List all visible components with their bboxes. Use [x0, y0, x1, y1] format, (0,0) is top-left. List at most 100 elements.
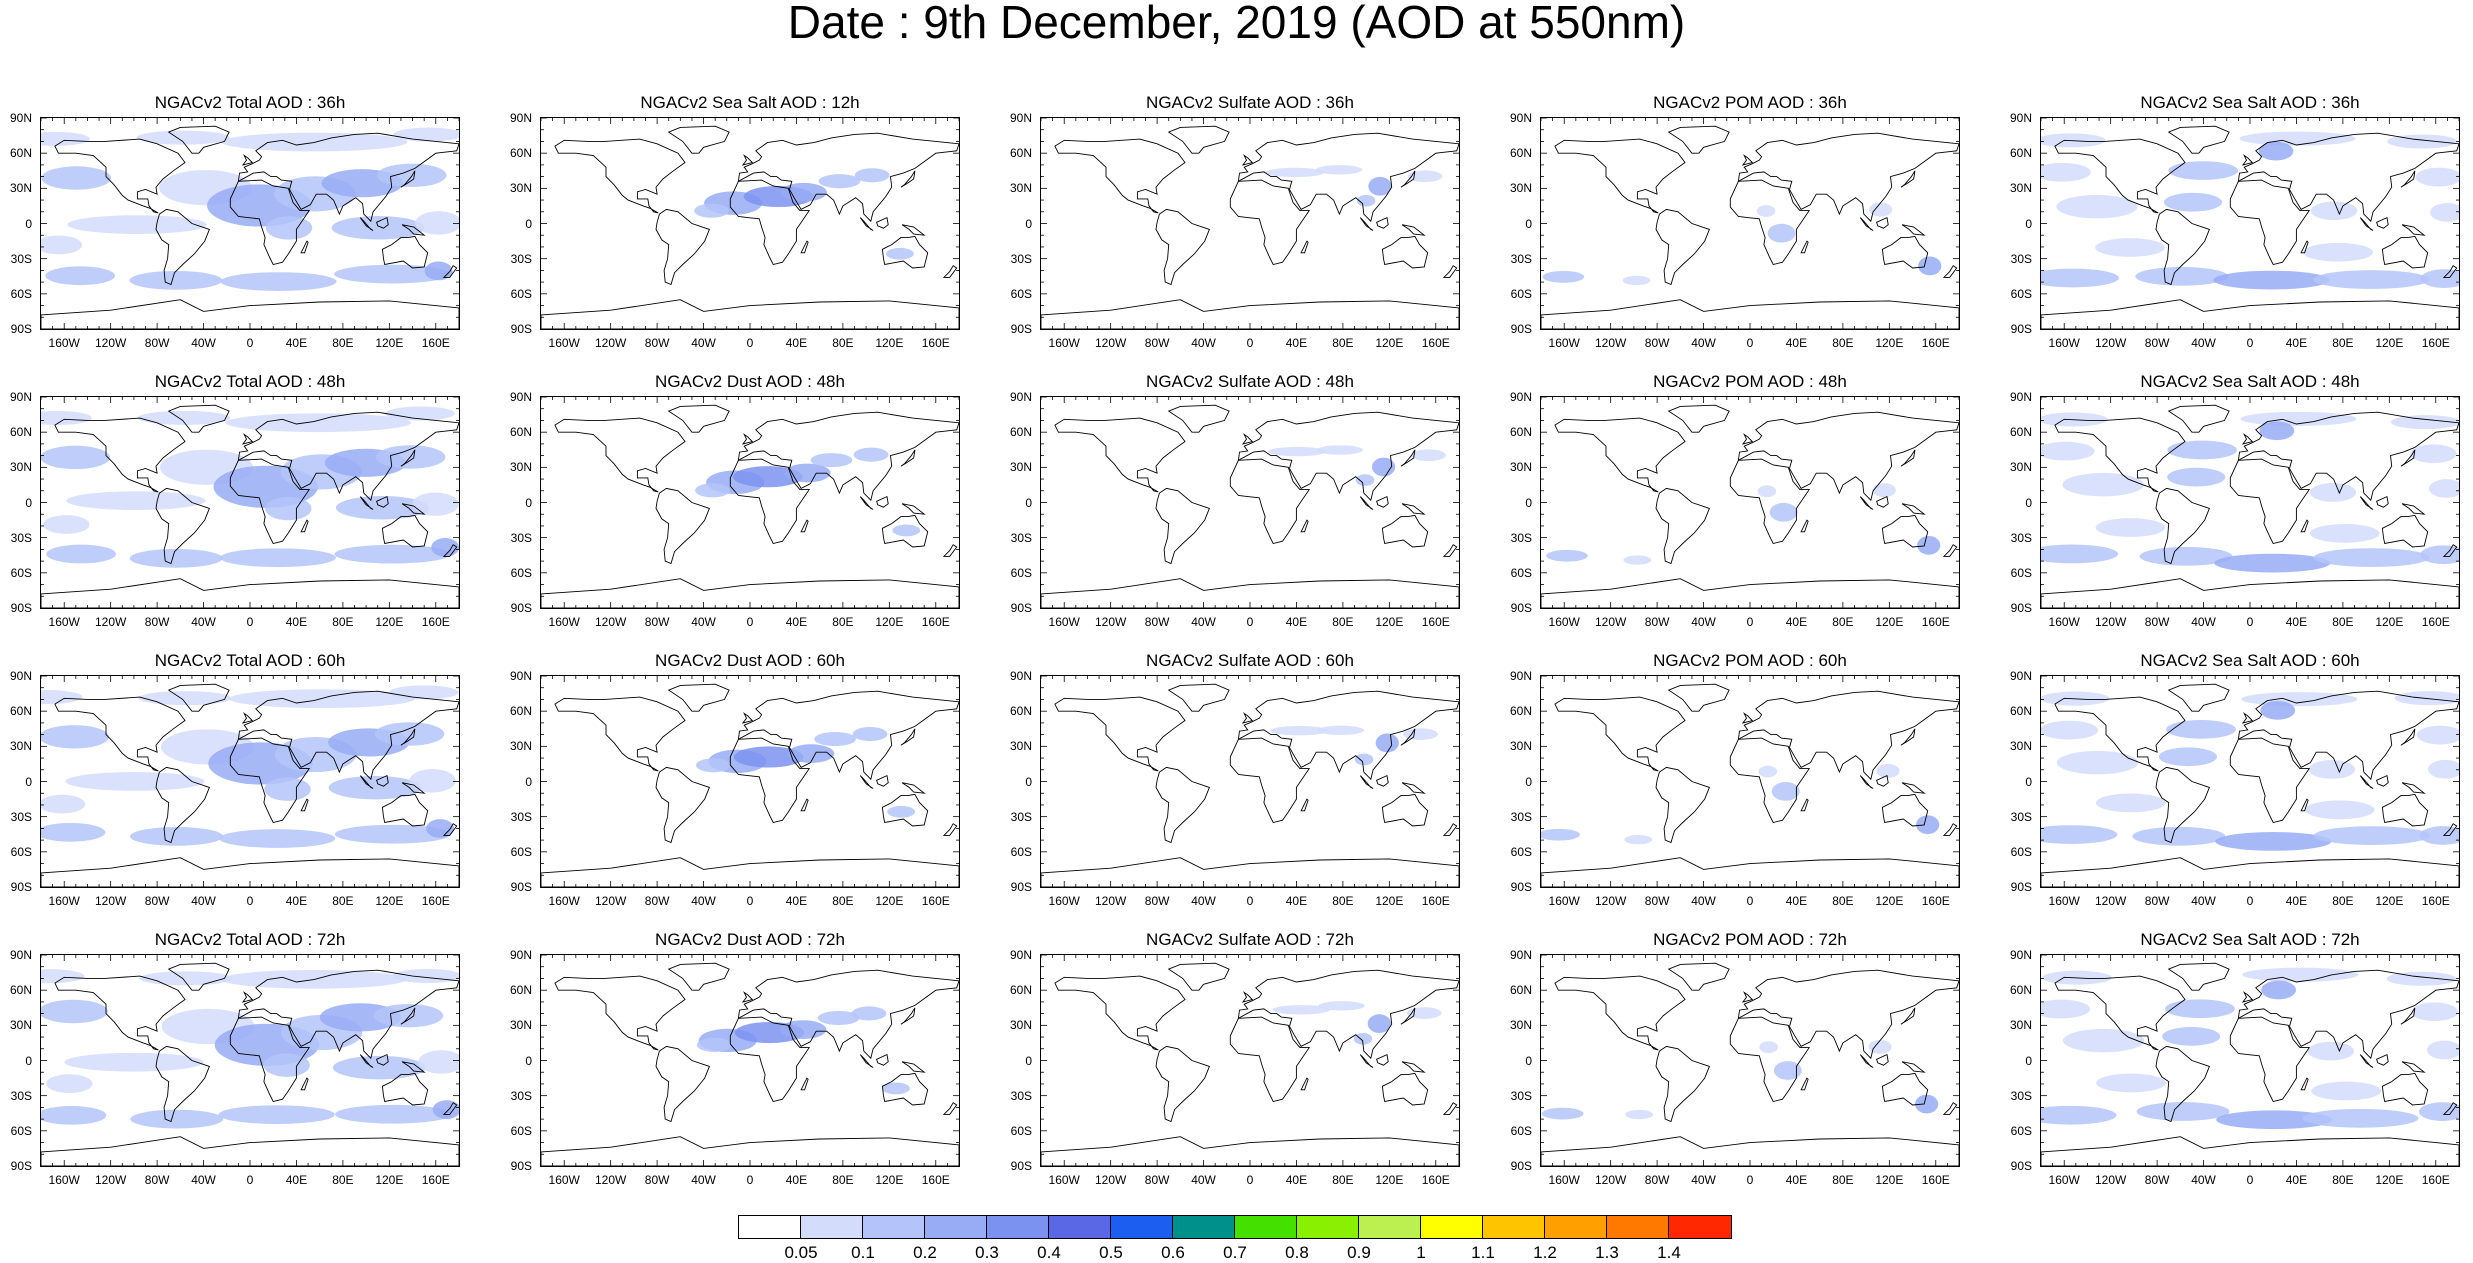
coastline [155, 1045, 210, 1123]
lat-label: 90N [9, 111, 32, 125]
aod-patch [2214, 553, 2331, 573]
lon-label: 0 [246, 1173, 254, 1187]
aod-patch [1917, 535, 1941, 555]
lat-label: 60S [1010, 844, 1032, 859]
lat-label: 90N [1509, 390, 1532, 404]
lon-label: 80E [2332, 1173, 2354, 1187]
lat-label: 90N [509, 669, 532, 683]
coastline [1901, 224, 1926, 236]
colorbar-swatch [1173, 1216, 1235, 1238]
coastline [2381, 793, 2429, 827]
lon-label: 80W [1144, 615, 1170, 629]
aod-patch [1541, 1107, 1584, 1120]
lat-label: 90N [1509, 948, 1532, 962]
aod-field [2041, 676, 2459, 887]
lon-label: 80W [144, 615, 170, 629]
coastline [1729, 1016, 1811, 1103]
aod-patch [2302, 1108, 2419, 1128]
aod-patch [2309, 524, 2380, 543]
aod-patch [1918, 256, 1942, 276]
aod-patch [46, 544, 116, 564]
aod-patch [265, 216, 313, 240]
coastline [541, 1136, 959, 1166]
aod-patch [1268, 446, 1327, 457]
aod-field [1541, 955, 1959, 1166]
coastline [2400, 1007, 2416, 1025]
coastline [1054, 696, 1186, 772]
coastline [442, 1102, 458, 1115]
lon-label: 160E [421, 336, 450, 350]
coastline [2155, 766, 2210, 844]
lon-label: 40W [1191, 336, 1216, 350]
lon-label: 40E [1785, 1173, 1808, 1187]
panel-title: NGACv2 Sulfate AOD : 36h [1146, 93, 1354, 112]
coastline [1900, 728, 1916, 746]
coastline [1167, 125, 1230, 154]
map-panel: NGACv2 Sulfate AOD : 60h 90N 60N 30N 0 30S 60S… [1000, 650, 1500, 926]
coastline [942, 1102, 958, 1115]
lon-label: 40W [2191, 894, 2216, 908]
coastline [41, 299, 459, 329]
lat-label: 0 [25, 216, 32, 231]
lon-label: 160E [2421, 615, 2450, 629]
lat-label: 30S [1510, 530, 1532, 545]
colorbar-swatch [1421, 1216, 1483, 1238]
aod-patch [335, 1104, 452, 1124]
aod-patch [129, 270, 223, 290]
aod-patch [1368, 176, 1392, 196]
coastline [2300, 240, 2309, 254]
lon-label: 160W [1548, 1173, 1580, 1187]
aod-patch [1371, 457, 1396, 477]
coastline [881, 1072, 929, 1106]
lat-label: 60N [1509, 704, 1532, 719]
coastline [1381, 514, 1429, 548]
lon-label: 120W [2094, 615, 2127, 629]
lat-label: 60N [509, 983, 532, 998]
aod-patch [219, 548, 336, 568]
coastline [442, 823, 458, 836]
lat-label: 30N [2009, 1018, 2032, 1033]
world-map [540, 396, 960, 609]
lon-label: 40W [1691, 615, 1716, 629]
colorbar-swatch [1235, 1216, 1297, 1238]
aod-patch [2427, 759, 2459, 779]
coastline [1741, 154, 1754, 166]
coastline [155, 208, 210, 286]
lat-label: 90S [1010, 601, 1032, 615]
colorbar-tick-label: 1.2 [1533, 1243, 1557, 1262]
coastline [1881, 235, 1929, 269]
colorbar-swatch [1359, 1216, 1421, 1238]
aod-patch [2095, 518, 2166, 537]
panel-title: NGACv2 Sulfate AOD : 60h [1146, 651, 1354, 670]
lat-label: 60N [2009, 983, 2032, 998]
lat-label: 0 [1525, 495, 1532, 510]
coastline [1942, 1102, 1958, 1115]
coastline [541, 578, 959, 608]
lon-label: 0 [746, 894, 754, 908]
colorbar-swatches [738, 1215, 1732, 1239]
lon-label: 40E [1285, 615, 1308, 629]
lon-label: 120W [594, 336, 627, 350]
coastline [1442, 823, 1458, 836]
coastline [2241, 712, 2254, 724]
aod-patch [2135, 266, 2229, 286]
lon-label: 40W [2191, 336, 2216, 350]
lon-label: 120E [1875, 615, 1904, 629]
coastline [2041, 1136, 2459, 1166]
aod-patch [41, 1105, 107, 1125]
aod-patch [2430, 203, 2459, 222]
coastline [1241, 991, 1254, 1003]
coastline [1054, 417, 1186, 493]
lat-label: 0 [525, 774, 532, 789]
coastline [2376, 495, 2389, 508]
coastline [737, 132, 959, 223]
aod-patch [1375, 733, 1399, 753]
lon-label: 80W [2144, 894, 2170, 908]
lon-label: 80W [1644, 336, 1670, 350]
coastline [1041, 1136, 1459, 1166]
coastline [737, 690, 959, 781]
coastline [376, 1053, 389, 1066]
coastline [1800, 798, 1809, 812]
coastline [1401, 1061, 1426, 1073]
coastline [1167, 683, 1230, 712]
